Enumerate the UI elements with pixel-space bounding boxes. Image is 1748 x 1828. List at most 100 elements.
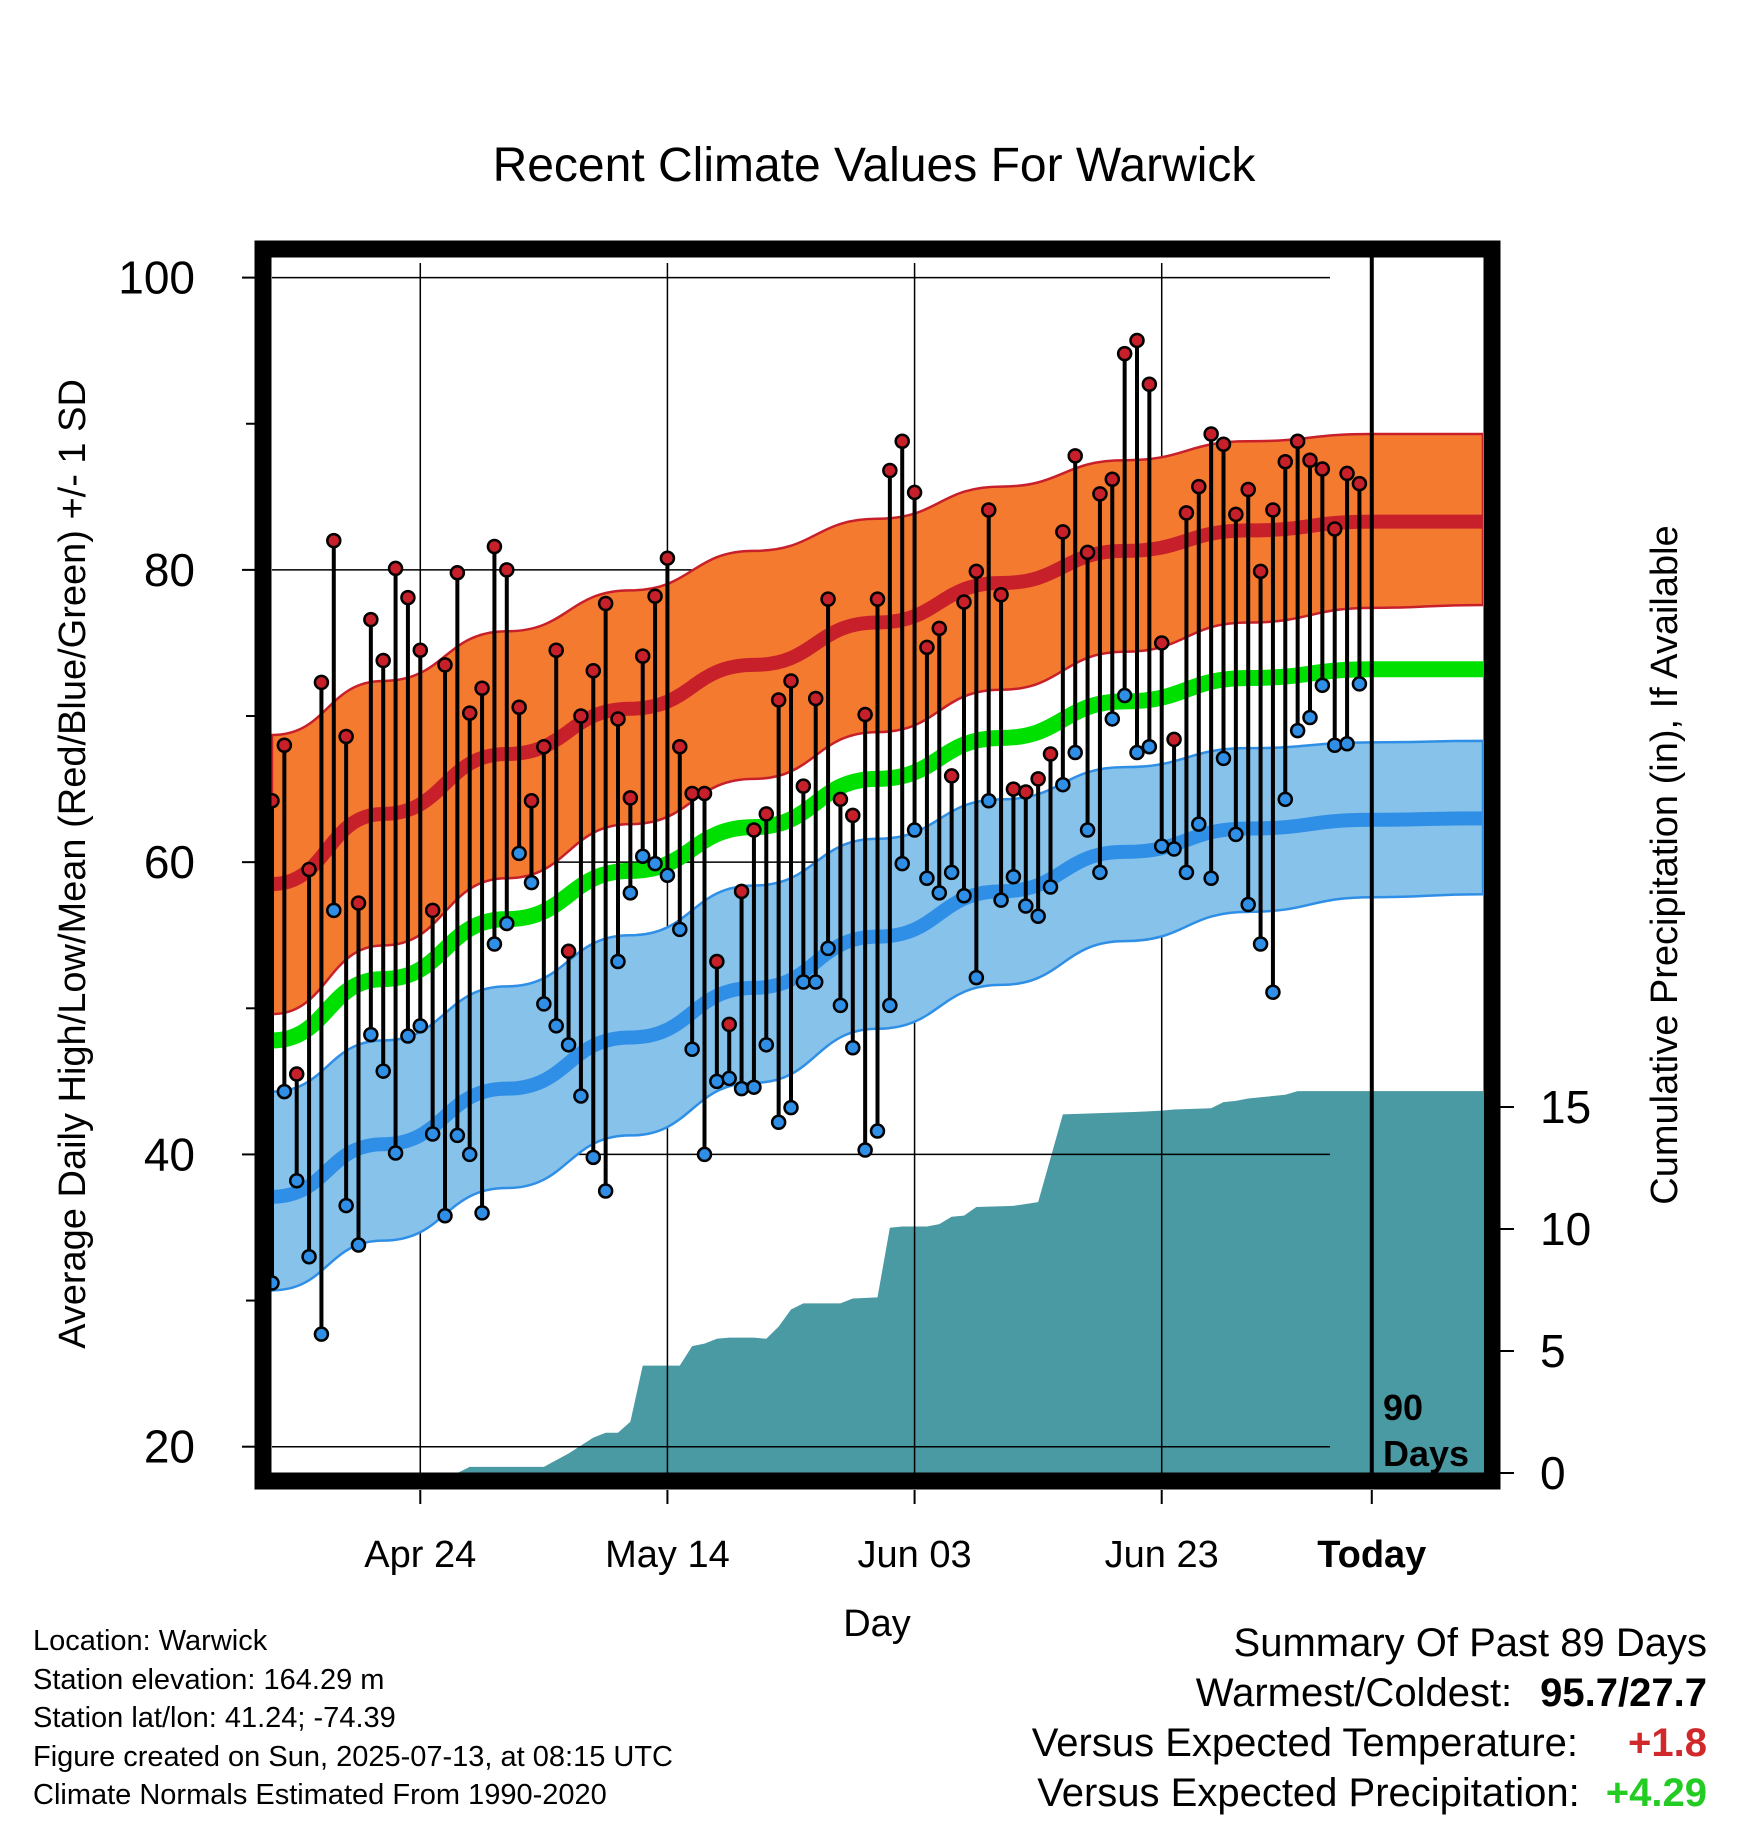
daily-high-point [770,692,787,708]
daily-high-point [832,791,849,808]
daily-low-point [1203,870,1219,886]
daily-low-point [375,1063,391,1079]
daily-high-point [956,594,972,610]
daily-low-point [647,855,663,872]
daily-high-point [387,560,404,577]
daily-high-point [1166,731,1182,748]
today-label-line2: Days [1383,1433,1469,1474]
daily-high-point [1314,461,1331,477]
daily-high-point [1265,502,1281,518]
x-tick-label: Jun 03 [858,1534,972,1576]
daily-low-point [1252,936,1269,952]
daily-high-point [1191,478,1207,495]
daily-high-point [659,550,676,566]
daily-high-point [696,785,713,802]
daily-high-point [1092,486,1108,502]
daily-high-point [1153,635,1170,651]
daily-low-point [1191,816,1207,832]
daily-high-point [1129,332,1145,349]
x-axis-label: Day [843,1603,911,1645]
daily-low-point [696,1146,713,1163]
daily-low-point [511,845,527,862]
normals-text: Climate Normals Estimated From 1990-2020 [33,1779,607,1811]
daily-high-point [795,778,812,794]
daily-high-point [758,806,775,822]
plot-frame [254,240,1501,1490]
daily-low-point [1178,864,1195,881]
daily-low-point [1277,791,1294,808]
daily-high-point [1005,781,1022,797]
daily-low-point [1228,826,1244,843]
daily-low-point [288,1172,305,1189]
y-tick-label: 80 [144,544,195,596]
daily-high-point [931,620,948,637]
daily-high-point [1252,563,1269,580]
daily-low-point [350,1237,367,1253]
daily-low-point [338,1197,354,1214]
daily-low-point [684,1041,700,1057]
daily-high-point [573,708,589,724]
daily-high-point [1141,376,1158,393]
daily-low-point [1129,744,1145,761]
created-text: Figure created on Sun, 2025-07-13, at 08… [33,1740,673,1773]
daily-low-point [363,1026,379,1043]
elevation-text: Station elevation: 164.29 m [33,1663,385,1696]
daily-high-point [1351,475,1368,492]
daily-low-point [1240,896,1256,913]
daily-high-point [820,591,836,607]
summary-precip-row: Versus Expected Precipitation: +4.29 [1032,1768,1707,1818]
daily-high-point [437,657,453,673]
y-tick-label: 40 [144,1128,195,1180]
daily-low-point [770,1114,787,1131]
daily-high-point [906,484,923,501]
latlon-text: Station lat/lon: 41.24; -74.39 [33,1702,396,1734]
daily-high-point [894,433,910,450]
daily-high-point [1030,771,1046,787]
y-tick-label: 60 [144,836,195,888]
daily-high-point [338,728,354,745]
axes-layer: 20 40 60 80 100 0 5 10 15 Apr 24 May 14 Jun 03 Jun 2… [118,252,1591,1576]
daily-low-point [1042,879,1059,895]
daily-low-point [560,1037,577,1053]
daily-low-point [548,1018,564,1034]
daily-low-point [400,1028,416,1044]
daily-low-point [1030,908,1046,924]
daily-high-point [313,674,330,691]
daily-low-point [956,888,972,904]
daily-high-point [634,648,651,664]
daily-low-point [894,855,910,872]
daily-high-point [622,790,639,806]
daily-high-point [486,538,503,555]
daily-low-point [919,870,935,886]
daily-low-point [758,1037,775,1053]
today-label-line1: 90 [1383,1387,1423,1428]
summary-heading: Summary Of Past 89 Days [1233,1621,1707,1665]
daily-high-point [412,642,429,659]
precip-area-layer [272,1091,1483,1477]
daily-high-point [1116,345,1133,362]
daily-low-point [1265,984,1281,1000]
daily-high-point [548,642,564,659]
daily-high-point [943,768,960,784]
daily-low-point [1215,750,1232,767]
daily-low-point [585,1149,602,1166]
daily-high-point [1240,481,1256,498]
daily-low-point [820,940,836,957]
daily-low-point [449,1127,466,1144]
y-tick-label: 100 [118,252,195,304]
daily-low-point [573,1088,589,1104]
daily-low-point [968,969,985,986]
daily-high-point [276,737,293,753]
daily-high-point [1289,433,1306,450]
location-text: Location: Warwick [33,1625,268,1657]
x-tick-label: Today [1317,1534,1426,1576]
daily-low-point [1018,898,1034,914]
daily-low-point [1055,776,1071,793]
y2-tick-label: 15 [1540,1081,1591,1133]
y-tick-label: 20 [144,1421,195,1473]
y-axis-label: Average Daily High/Low/Mean (Red/Blue/Gr… [52,379,94,1349]
summary-panel: Summary Of Past 89 Days Warmest/Coldest:… [1032,1618,1707,1818]
daily-low-point [276,1083,293,1100]
daily-low-point [1079,822,1096,838]
daily-low-point [634,848,651,865]
